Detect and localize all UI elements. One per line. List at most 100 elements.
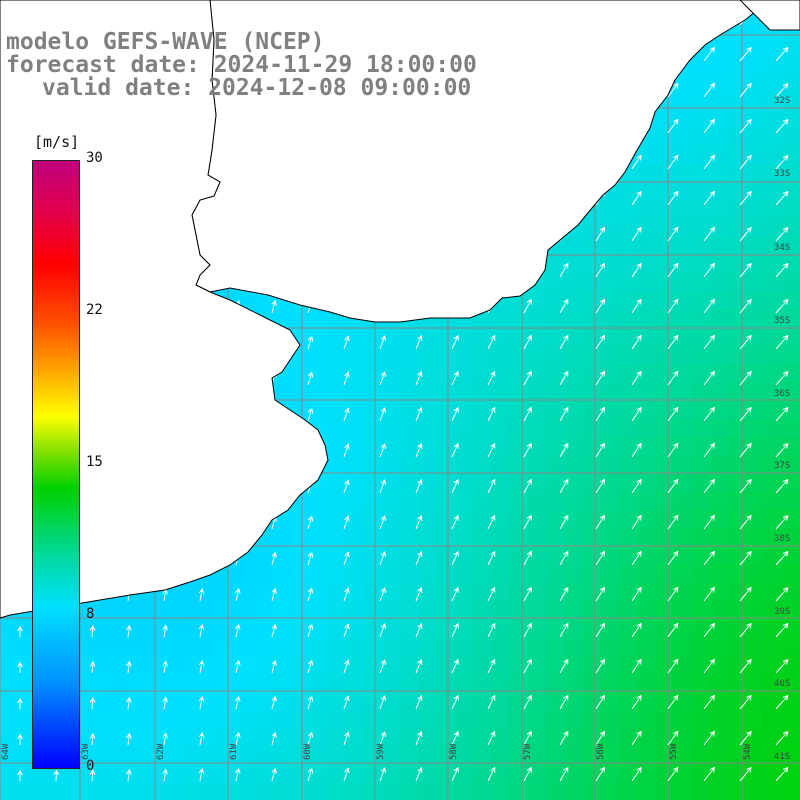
- field-cell: [637, 182, 656, 201]
- field-cell: [709, 564, 729, 583]
- field-cell: [527, 473, 547, 492]
- wind-arrow: [343, 479, 350, 494]
- field-cell: [91, 618, 110, 638]
- wind-arrow: [415, 694, 423, 710]
- field-cell: [436, 582, 456, 602]
- field-cell: [418, 618, 438, 638]
- field-cell: [382, 673, 401, 693]
- wind-arrow: [703, 586, 716, 602]
- wind-arrow: [415, 622, 423, 638]
- field-cell: [291, 509, 310, 529]
- lat-label: 36S: [774, 389, 790, 399]
- field-cell: [782, 145, 800, 165]
- wind-arrow: [667, 334, 679, 350]
- field-cell: [655, 218, 674, 238]
- field-cell: [728, 345, 747, 365]
- field-cell: [637, 546, 656, 565]
- field-cell: [418, 582, 438, 602]
- wind-arrow: [775, 514, 789, 530]
- wind-arrow: [271, 659, 277, 674]
- field-cell: [309, 655, 329, 674]
- field-cell: [782, 182, 800, 201]
- field-cell: [691, 691, 711, 711]
- forecast-date: forecast date: 2024-11-29 18:00:00: [6, 52, 477, 78]
- field-cell: [291, 600, 310, 620]
- field-cell: [709, 163, 729, 183]
- field-cell: [291, 673, 310, 693]
- wind-arrow: [775, 370, 789, 386]
- field-cell: [655, 728, 674, 747]
- field-cell: [764, 600, 784, 620]
- field-cell: [782, 72, 800, 92]
- field-cell: [236, 709, 256, 729]
- wind-arrow: [775, 550, 789, 566]
- field-cell: [509, 673, 529, 693]
- field-cell: [709, 782, 729, 800]
- field-cell: [582, 782, 602, 800]
- wind-arrow: [667, 766, 679, 782]
- field-cell: [455, 728, 474, 747]
- field-cell: [782, 36, 800, 56]
- field-cell: [618, 527, 638, 547]
- wind-arrow: [775, 118, 789, 134]
- wind-arrow: [775, 586, 789, 602]
- field-cell: [455, 345, 474, 365]
- field-cell: [473, 491, 492, 511]
- field-cell: [564, 728, 583, 747]
- field-cell: [400, 600, 420, 620]
- field-cell: [509, 436, 529, 456]
- wind-arrow: [559, 478, 569, 494]
- field-cell: [291, 637, 310, 656]
- field-cell: [163, 709, 183, 729]
- wind-arrow: [379, 587, 386, 602]
- field-cell: [691, 309, 711, 329]
- field-cell: [746, 600, 765, 620]
- field-cell: [709, 709, 729, 729]
- wind-arrow: [487, 622, 496, 638]
- field-cell: [345, 764, 365, 784]
- field-cell: [746, 527, 765, 547]
- field-cell: [436, 382, 456, 401]
- field-cell: [782, 691, 800, 711]
- field-cell: [655, 382, 674, 401]
- field-cell: [455, 746, 474, 765]
- field-cell: [527, 637, 547, 656]
- field-cell: [200, 764, 219, 784]
- wind-arrow: [307, 515, 314, 530]
- field-cell: [236, 564, 256, 583]
- field-cell: [345, 509, 365, 529]
- land-east-corner: [739, 0, 800, 31]
- field-cell: [600, 746, 620, 765]
- field-cell: [527, 382, 547, 401]
- wind-arrow: [631, 154, 642, 170]
- field-cell: [254, 728, 274, 747]
- field-cell: [673, 218, 693, 238]
- field-cell: [254, 782, 274, 800]
- field-cell: [600, 527, 620, 547]
- wind-arrow: [667, 154, 679, 170]
- field-cell: [546, 491, 565, 511]
- wind-arrow: [595, 658, 606, 674]
- wind-arrow: [595, 226, 606, 242]
- field-cell: [364, 455, 383, 474]
- wind-arrow: [775, 226, 789, 242]
- field-cell: [345, 582, 365, 602]
- wind-arrow: [703, 550, 716, 566]
- field-cell: [637, 509, 656, 529]
- field-cell: [564, 546, 583, 565]
- field-cell: [764, 218, 784, 238]
- wind-arrow: [307, 407, 314, 422]
- field-cell: [36, 782, 56, 800]
- wind-arrow: [343, 623, 350, 638]
- field-cell: [436, 546, 456, 565]
- field-cell: [418, 655, 438, 674]
- field-cell: [400, 509, 420, 529]
- field-cell: [655, 236, 674, 256]
- field-cell: [746, 54, 765, 74]
- field-cell: [418, 364, 438, 383]
- field-cell: [200, 746, 219, 765]
- wind-arrow: [487, 550, 496, 566]
- field-cell: [418, 564, 438, 583]
- field-cell: [382, 327, 401, 347]
- field-cell: [709, 418, 729, 438]
